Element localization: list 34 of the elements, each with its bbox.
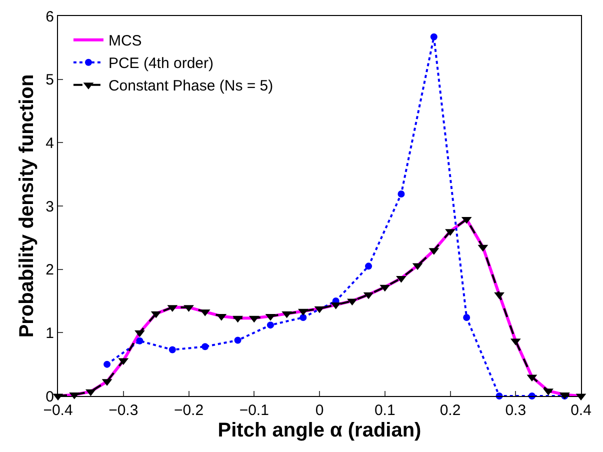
y-axis-title: Probability density function [16, 74, 38, 338]
point [136, 337, 144, 344]
x-axis-title: Pitch angle α (radian) [218, 420, 422, 442]
point [104, 360, 111, 368]
legend-label: PCE (4th order) [108, 55, 214, 72]
point [365, 262, 372, 270]
point [494, 292, 504, 300]
y-tick-label: 5 [46, 72, 54, 89]
x-tick-label: 0 [315, 402, 324, 419]
point [430, 33, 438, 40]
y-tick-label: 2 [46, 262, 54, 279]
y-tick-label: 1 [46, 324, 54, 342]
point [202, 343, 209, 350]
point [463, 314, 470, 321]
point [134, 330, 145, 338]
x-tick-label: 0.1 [374, 402, 396, 419]
x-tick-label: −0.1 [239, 402, 269, 419]
x-tick-label: −0.2 [174, 402, 204, 419]
x-tick-label: 0.3 [505, 402, 526, 419]
y-tick-label: 6 [46, 8, 54, 26]
y-tick-label: 3 [46, 198, 54, 216]
legend-label: MCS [108, 32, 142, 50]
point [232, 316, 243, 323]
y-tick-label: 4 [46, 134, 54, 152]
point [266, 322, 274, 329]
point [398, 190, 405, 198]
point [234, 336, 242, 344]
x-tick-label: −0.3 [108, 402, 138, 419]
x-tick-label: 0.4 [570, 402, 592, 419]
x-tick-label: 0.2 [440, 402, 461, 419]
legend-label: Constant Phase (Ns = 5) [108, 78, 274, 95]
point [300, 314, 307, 321]
point [168, 346, 176, 354]
point [396, 276, 406, 283]
